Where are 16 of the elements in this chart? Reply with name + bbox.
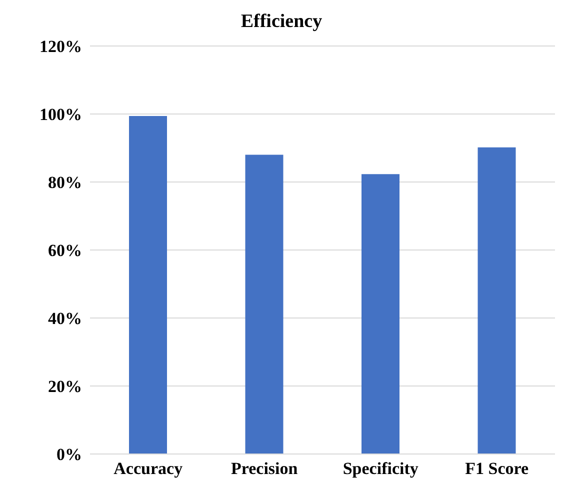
y-tick-label: 60% (48, 241, 82, 260)
x-tick-label: Accuracy (114, 459, 184, 478)
x-tick-label: F1 Score (465, 459, 530, 478)
x-tick-label: Specificity (342, 459, 419, 478)
y-tick-label: 20% (48, 377, 82, 396)
y-tick-label: 120% (40, 37, 82, 56)
y-tick-label: 100% (40, 105, 82, 124)
bar (129, 116, 167, 454)
bar (362, 174, 400, 454)
x-tick-label: Precision (231, 459, 298, 478)
bar (478, 147, 516, 454)
chart-title: Efficiency (240, 10, 324, 34)
y-tick-label: 80% (48, 173, 82, 192)
y-tick-label: 0% (56, 445, 82, 464)
bar (245, 154, 284, 454)
y-tick-label: 40% (48, 309, 82, 328)
